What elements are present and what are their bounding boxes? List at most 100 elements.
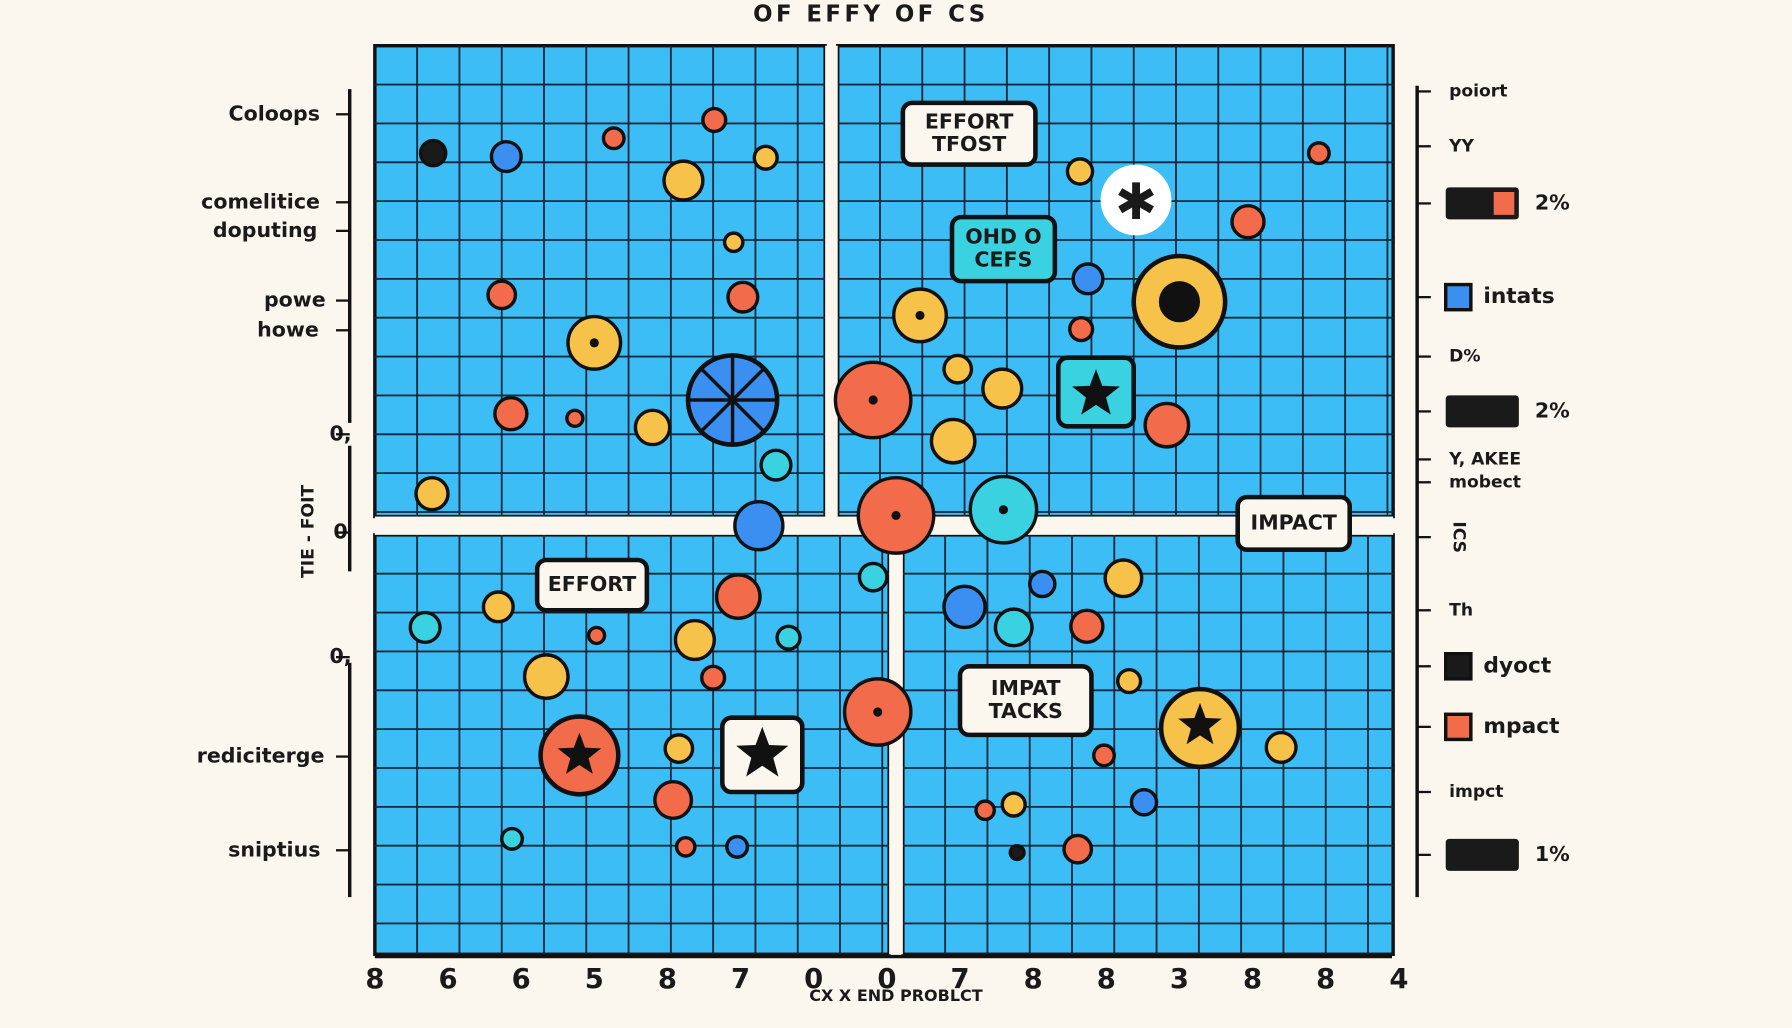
legend-swatch (1444, 282, 1473, 312)
x-tick-label: 3 (1170, 964, 1189, 995)
y-label: rediciterge (197, 744, 325, 768)
x-tick-label: 0 (877, 964, 896, 995)
legend-label: dyoct (1483, 653, 1551, 678)
marker (752, 144, 779, 171)
y-label: comelitice (201, 189, 320, 213)
marker (1129, 787, 1159, 817)
marker-dot (891, 510, 901, 520)
marker (701, 106, 728, 134)
marker (601, 126, 626, 151)
marker (418, 138, 448, 168)
x-tick-label: 0 (804, 964, 823, 995)
legend-label: intats (1483, 284, 1554, 309)
marker (408, 610, 442, 644)
marker (1092, 743, 1116, 768)
marker (942, 353, 974, 385)
marker (700, 664, 727, 691)
legend-label: ICS (1448, 521, 1468, 553)
marker (1071, 262, 1105, 296)
x-tick-label: 6 (438, 964, 457, 995)
spoke (731, 367, 766, 402)
callout-box (957, 664, 1094, 738)
legend-swatch (1445, 838, 1519, 871)
marker-dot (589, 338, 599, 348)
title: OF EFFY OF CS (753, 1, 988, 27)
legend-value: 2% (1535, 398, 1570, 422)
asterisk: ✱ (1115, 172, 1157, 231)
marker-dot (868, 395, 878, 405)
marker (1065, 157, 1095, 186)
marker (775, 624, 802, 651)
marker (714, 573, 762, 620)
legend-swatch (1444, 712, 1473, 742)
marker (942, 584, 987, 630)
marker (662, 159, 705, 202)
y-label: howe (257, 317, 319, 341)
marker (500, 826, 524, 851)
y-label: doputing (213, 218, 317, 242)
callout-text: EFFORT (548, 572, 637, 596)
marker (486, 279, 518, 311)
callout-box (1235, 494, 1352, 552)
legend-label: D% (1449, 347, 1480, 367)
marker (929, 417, 977, 465)
marker (1103, 558, 1144, 599)
marker (1062, 833, 1094, 865)
marker (565, 408, 585, 428)
spoke (699, 398, 734, 433)
marker (633, 408, 672, 447)
marker (493, 395, 529, 432)
y-axis-title: TIE - FOIT (299, 485, 319, 578)
callout-text: EFFORT (925, 109, 1014, 133)
legend-value: 1% (1535, 842, 1570, 866)
marker (1028, 569, 1057, 599)
x-tick-label: 8 (658, 964, 677, 995)
marker (1068, 315, 1095, 343)
spoke (699, 367, 734, 402)
marker-dot (998, 505, 1008, 515)
marker (1143, 401, 1191, 449)
asterisk-icon (1100, 164, 1172, 236)
marker (857, 561, 889, 593)
marker (1116, 668, 1143, 695)
x-tick-label: 7 (950, 964, 969, 995)
marker-dot (915, 310, 925, 320)
marker (759, 448, 793, 482)
legend-label: poiort (1449, 81, 1507, 101)
center-band (825, 45, 838, 517)
marker (981, 367, 1024, 410)
star (1178, 702, 1222, 745)
callout-text: CEFS (974, 248, 1032, 272)
marker (489, 140, 523, 174)
spoke (731, 398, 766, 433)
marker (974, 799, 996, 822)
marker (663, 733, 695, 764)
callout-box (949, 214, 1058, 284)
marker (722, 231, 745, 254)
callout-text: OHD O (965, 225, 1041, 249)
marker (1069, 608, 1105, 644)
legend-label: Th (1449, 600, 1473, 620)
marker (1000, 791, 1027, 818)
marker (414, 475, 450, 512)
center-band (889, 534, 903, 955)
x-tick-label: 8 (365, 964, 384, 995)
marker (733, 499, 785, 552)
x-tick-label: 5 (585, 964, 604, 995)
marker (653, 780, 694, 820)
x-tick-label: 8 (1024, 964, 1043, 995)
legend-swatch (1445, 395, 1519, 428)
flower-core (1158, 281, 1200, 323)
callout-box (534, 557, 650, 613)
callout-text: TACKS (989, 699, 1063, 723)
marker (1230, 203, 1266, 240)
legend-swatch (1493, 192, 1515, 215)
x-label: CX X END PROBLCT (809, 986, 983, 1005)
legend-label: Y, AKEE (1448, 449, 1521, 469)
x-tick-label: 7 (731, 964, 750, 995)
marker (586, 625, 607, 646)
marker (1008, 844, 1026, 862)
marker (481, 590, 515, 624)
x-tick-label: 6 (512, 964, 531, 995)
